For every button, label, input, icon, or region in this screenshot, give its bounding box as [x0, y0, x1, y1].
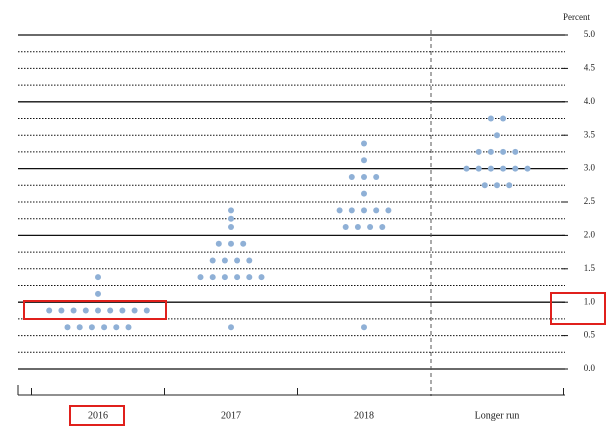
- dot: [500, 148, 507, 155]
- dot: [228, 224, 234, 231]
- dot: [506, 182, 513, 189]
- y-tick-label: 2.5: [584, 196, 596, 206]
- highlight-box: [69, 405, 125, 426]
- dot: [342, 224, 349, 231]
- dot: [494, 132, 500, 139]
- dot: [348, 173, 355, 180]
- dot: [125, 324, 132, 331]
- dot: [95, 307, 101, 314]
- dot: [361, 173, 367, 180]
- highlights: [23, 292, 606, 426]
- dot: [107, 307, 114, 314]
- dot: [246, 274, 253, 281]
- dot: [58, 307, 65, 314]
- dot: [228, 215, 234, 222]
- dot: [228, 240, 234, 247]
- dot: [101, 324, 108, 331]
- dot: [500, 165, 507, 172]
- dot: [82, 307, 89, 314]
- highlight-box: [550, 292, 606, 325]
- dot: [475, 165, 482, 172]
- y-tick-label: 0.5: [584, 330, 596, 340]
- y-tick-label: 3.0: [584, 163, 596, 173]
- y-tick-label: 1.0: [584, 296, 596, 306]
- dot: [228, 324, 234, 331]
- highlight-box: [23, 300, 167, 320]
- y-tick-label: 5.0: [584, 29, 596, 39]
- dot: [361, 157, 367, 164]
- dot: [221, 274, 228, 281]
- dot: [95, 290, 101, 297]
- dot: [240, 240, 247, 247]
- dot: [385, 207, 392, 214]
- dot: [234, 274, 241, 281]
- dot: [463, 165, 470, 172]
- dot: [494, 182, 500, 189]
- marks: [46, 115, 531, 331]
- grid: [18, 34, 568, 370]
- dot: [373, 207, 380, 214]
- dot: [113, 324, 120, 331]
- y-tick-label: 3.5: [584, 129, 596, 139]
- dot: [348, 207, 355, 214]
- dot: [512, 165, 519, 172]
- dot: [215, 240, 222, 247]
- dot: [487, 148, 494, 155]
- dot: [475, 148, 482, 155]
- dot: [246, 257, 253, 264]
- y-axis-label: Percent: [563, 12, 590, 22]
- dot: [234, 257, 241, 264]
- dot: [221, 257, 228, 264]
- dot: [197, 274, 204, 281]
- y-tick-label: 1.5: [584, 263, 596, 273]
- dot: [361, 140, 367, 147]
- dot: [64, 324, 71, 331]
- dot: [209, 274, 216, 281]
- dot: [336, 207, 343, 214]
- dot: [209, 257, 216, 264]
- dot: [500, 115, 507, 122]
- y-tick-label: 2.0: [584, 229, 596, 239]
- dot: [373, 173, 380, 180]
- dot: [70, 307, 77, 314]
- y-tick-label: 4.0: [584, 96, 596, 106]
- dot: [487, 165, 494, 172]
- dot: [361, 190, 367, 197]
- dot: [46, 307, 53, 314]
- dot: [481, 182, 488, 189]
- dot: [361, 324, 367, 331]
- dot: [487, 115, 494, 122]
- dot: [119, 307, 126, 314]
- dot: [379, 224, 386, 231]
- dot: [88, 324, 95, 331]
- dot: [512, 148, 519, 155]
- x-tick-label: 2017: [221, 410, 241, 421]
- x-axis-ticks: [17, 385, 564, 395]
- x-tick-label: 2018: [354, 410, 374, 421]
- dot: [131, 307, 138, 314]
- x-tick-label: 2016: [88, 410, 108, 421]
- x-tick-label: Longer run: [475, 410, 520, 421]
- dot: [367, 224, 374, 231]
- dot: [524, 165, 531, 172]
- dot: [354, 224, 361, 231]
- dot: [228, 207, 234, 214]
- dot: [76, 324, 83, 331]
- y-tick-label: 0.0: [584, 363, 596, 373]
- dot: [95, 274, 101, 281]
- dot: [258, 274, 265, 281]
- dot: [361, 207, 367, 214]
- y-tick-label: 4.5: [584, 62, 596, 72]
- dot: [143, 307, 150, 314]
